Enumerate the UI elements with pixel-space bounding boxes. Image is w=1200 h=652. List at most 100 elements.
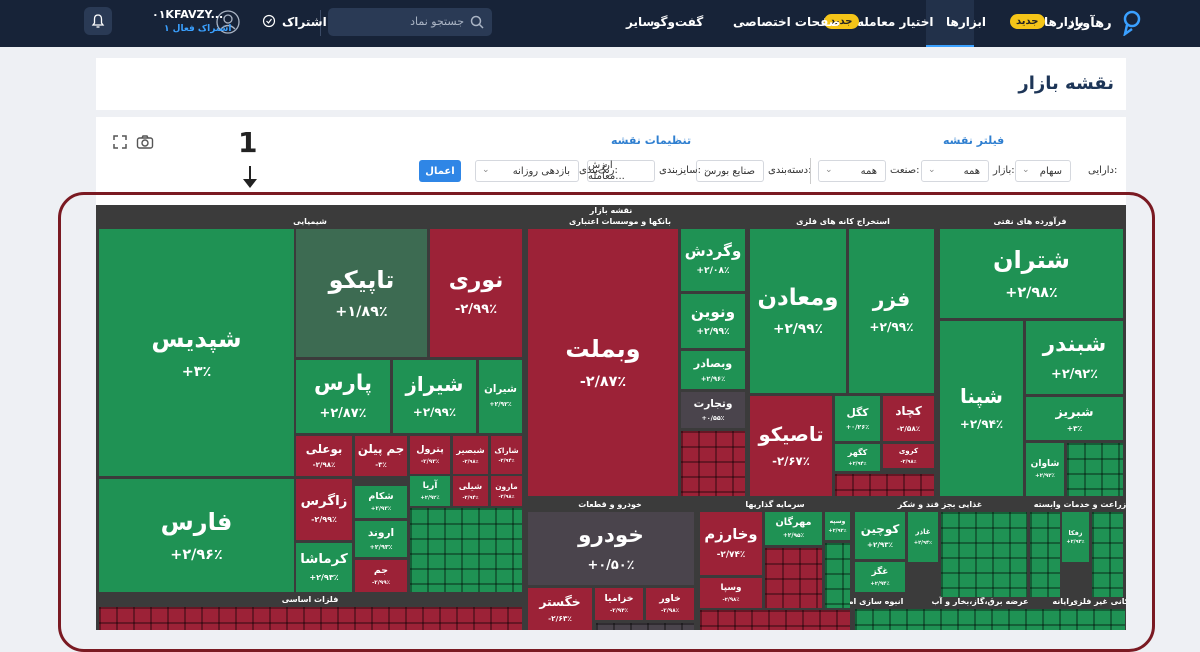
treemap-tile[interactable]: کچاد -۲/۵۸٪ (883, 396, 934, 441)
logo[interactable]: رهآورد (1068, 16, 1112, 31)
tile-change: -۲/۵۸٪ (896, 423, 921, 433)
treemap-tile[interactable]: شپدیس +۳٪ (99, 229, 294, 476)
filter-select[interactable]: ارزش معامله... ⌄ (587, 160, 655, 182)
treemap-tile[interactable]: بوعلی -۲/۹۸٪ (296, 436, 352, 476)
treemap-tile[interactable]: جم -۲/۹۹٪ (355, 560, 407, 592)
treemap-tile[interactable]: شبندر +۲/۹۲٪ (1026, 321, 1123, 394)
page-title: نقشه بازار (1018, 73, 1114, 94)
treemap-tile[interactable]: فزر +۲/۹۹٪ (849, 229, 934, 393)
nav-item[interactable]: اختیار معامله (857, 15, 934, 29)
nav-item[interactable]: بازارها (1044, 15, 1084, 29)
tile-change: -۲/۹۹٪ (371, 579, 391, 586)
tile-change: +۲/۹۳٪ (369, 543, 393, 551)
treemap-tile[interactable]: ونوین +۲/۹۹٪ (681, 294, 745, 348)
filter-select[interactable]: همه ⌄ (921, 160, 989, 182)
tile-symbol: زاگرس (300, 493, 348, 509)
tile-symbol: کگهر (847, 448, 868, 458)
treemap-tile[interactable]: تاپیکو +۱/۸۹٪ (296, 229, 427, 357)
subscribe[interactable]: اشتراک (282, 15, 327, 29)
treemap-tile[interactable]: غاذر +۲/۹۴٪ (908, 512, 938, 562)
tile-symbol: پترول (416, 443, 444, 455)
camera-icon[interactable] (136, 134, 154, 150)
treemap-tile[interactable]: وسپه +۲/۹۲٪ (825, 512, 850, 540)
treemap-tile[interactable]: کرماشا +۲/۹۳٪ (296, 543, 352, 592)
tile-symbol: غگز (871, 566, 889, 577)
treemap-tile[interactable]: زفکا +۲/۹۲٪ (1062, 512, 1089, 562)
filter-select[interactable]: سهام ⌄ (1015, 160, 1071, 182)
treemap-tile[interactable]: نوری -۲/۹۹٪ (430, 229, 522, 357)
chevron: ⌄ (482, 165, 490, 175)
treemap-tile[interactable]: خودرو +۰/۵۰٪ (528, 512, 694, 585)
filter-select[interactable]: همه ⌄ (818, 160, 886, 182)
treemap-tile[interactable]: اروند +۲/۹۳٪ (355, 521, 407, 557)
tile-symbol: وتجارت (693, 397, 733, 410)
treemap-tile[interactable]: ومعادن +۲/۹۹٪ (750, 229, 846, 393)
bell-button[interactable] (84, 7, 112, 35)
treemap-tile[interactable]: شبریز +۳٪ (1026, 397, 1123, 440)
treemap-tile[interactable]: شاوان +۲/۹۲٪ (1026, 443, 1064, 496)
treemap-tile[interactable]: زاگرس -۲/۹۹٪ (296, 479, 352, 540)
tile-symbol: وبملت (565, 335, 641, 364)
nav-item[interactable]: سایر (626, 15, 655, 29)
filter-label: دسته‌بندی: (768, 165, 811, 176)
tile-symbol: اروند (367, 526, 395, 539)
user-name[interactable]: ۰۱KFAVZY... (152, 8, 224, 21)
filter-select[interactable]: بازدهی روزانه ⌄ (475, 160, 579, 182)
tile-change: +۲/۹۶٪ (170, 546, 223, 563)
treemap-tile[interactable]: شپنا +۲/۹۴٪ (940, 321, 1023, 496)
treemap-tile[interactable]: مارون -۲/۹۸٪ (491, 476, 522, 506)
treemap-tile[interactable]: وبصادر +۲/۹۶٪ (681, 351, 745, 389)
treemap-tile[interactable]: وبملت -۲/۸۷٪ (528, 229, 678, 496)
treemap-tile[interactable]: وخارزم -۲/۷۴٪ (700, 512, 762, 575)
treemap-tile[interactable]: شیران +۲/۹۲٪ (479, 360, 522, 433)
treemap-tile[interactable]: آریا +۲/۹۲٪ (410, 476, 450, 506)
tile-change: +۲/۹۴٪ (870, 580, 890, 587)
treemap-tile[interactable]: خگستر -۲/۶۳٪ (528, 588, 592, 630)
treemap-tile[interactable]: خاور -۲/۹۸٪ (646, 588, 694, 620)
tile-symbol: مهرگان (775, 517, 812, 529)
treemap-tile[interactable]: کگل +۰/۲۶٪ (835, 396, 880, 441)
fullscreen-icon[interactable] (112, 134, 128, 150)
avatar[interactable] (216, 10, 240, 34)
treemap-tile[interactable]: شیلی -۲/۹۴٪ (453, 476, 488, 506)
logo-icon (1123, 10, 1141, 36)
tile-change: +۲/۹۴٪ (913, 539, 933, 546)
treemap-tile[interactable]: تاصیکو -۲/۶۷٪ (750, 396, 832, 496)
treemap-tile[interactable]: خزامیا -۲/۹۴٪ (595, 588, 643, 620)
treemap-tile[interactable]: جم پیلن -۳٪ (355, 436, 407, 476)
treemap-tile[interactable]: شبصیر -۲/۹۸٪ (453, 436, 488, 474)
tile-symbol: وسپا (720, 582, 742, 593)
tile-symbol: تاصیکو (758, 423, 824, 447)
treemap-tile[interactable]: غگز +۲/۹۴٪ (855, 562, 905, 592)
treemap-tile[interactable]: پارس +۲/۸۷٪ (296, 360, 390, 433)
treemap-tile[interactable]: کگهر +۲/۹۴٪ (835, 444, 880, 471)
treemap-tile[interactable]: شیراز +۲/۹۹٪ (393, 360, 476, 433)
search-box[interactable]: جستجو نماد (328, 8, 492, 36)
treemap-tile[interactable]: پترول -۲/۹۳٪ (410, 436, 450, 474)
nav-item[interactable]: ابزارها (946, 15, 986, 29)
treemap-filler (681, 431, 745, 496)
treemap-tile[interactable]: شتران +۲/۹۸٪ (940, 229, 1123, 318)
nav-item[interactable]: گفت‌وگو (653, 15, 704, 29)
tile-change: -۲/۹۸٪ (312, 459, 336, 469)
tile-change: +۲/۹۲٪ (420, 494, 440, 501)
filter-select[interactable]: صنایع بورس ⌄ (696, 160, 764, 182)
apply-button[interactable]: اعمال (419, 160, 461, 182)
treemap-tile[interactable]: فارس +۲/۹۶٪ (99, 479, 294, 592)
tile-change: +۲/۹۲٪ (1051, 366, 1098, 382)
tile-symbol: شیران (484, 384, 517, 396)
sector-label: استخراج کانه های فلزی (796, 217, 890, 226)
treemap-tile[interactable]: مهرگان +۲/۹۵٪ (765, 512, 822, 545)
treemap-tile[interactable]: وسپا -۲/۹۸٪ (700, 578, 762, 608)
treemap-tile[interactable]: شکام +۲/۹۳٪ (355, 486, 407, 518)
treemap-tile[interactable]: شاراک -۲/۹۴٪ (491, 436, 522, 474)
filter-value: سهام (1039, 165, 1062, 177)
nav-item[interactable]: صفحات اختصاصی (733, 15, 841, 29)
treemap-tile[interactable]: کوچین +۲/۹۳٪ (855, 512, 905, 559)
top-nav: رهآورد بازارها جدید ابزارها اختیار معامل… (0, 0, 1200, 47)
tile-change: +۲/۹۳٪ (370, 505, 392, 512)
check-icon (262, 14, 276, 28)
treemap-tile[interactable]: وتجارت +۰/۵۵٪ (681, 392, 745, 428)
treemap-tile[interactable]: کروی -۲/۹۸٪ (883, 444, 934, 468)
treemap-tile[interactable]: وگردش +۲/۰۸٪ (681, 229, 745, 291)
